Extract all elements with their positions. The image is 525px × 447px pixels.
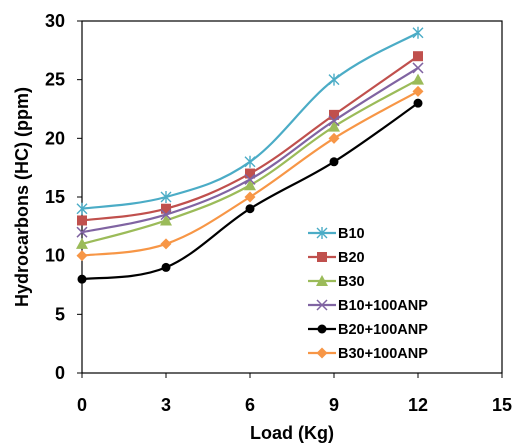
legend-marker-circle: [317, 324, 327, 334]
data-point-x: [244, 173, 256, 185]
y-tick-label: 5: [55, 304, 65, 324]
legend-label: B10+100ANP: [338, 298, 428, 314]
legend-label: B20+100ANP: [338, 322, 428, 338]
series-group: [76, 26, 424, 284]
data-point-x: [76, 226, 88, 238]
legend-label: B10: [338, 226, 365, 242]
data-point-x: [328, 115, 340, 127]
data-point-asterisk: [76, 202, 88, 215]
data-point-circle: [329, 157, 339, 167]
data-point-triangle: [244, 179, 256, 191]
legend-item: B20: [308, 250, 365, 266]
legend-marker-square: [317, 252, 327, 262]
data-point-triangle: [76, 237, 88, 249]
x-tick-label: 12: [408, 395, 428, 415]
legend-item: B30+100ANP: [308, 346, 428, 362]
axes: [77, 20, 503, 378]
y-tick-label: 30: [45, 11, 65, 31]
series-b20-100anp: [77, 98, 423, 284]
data-point-circle: [413, 98, 423, 108]
x-tick-label: 0: [77, 395, 87, 415]
series-b20: [77, 51, 423, 226]
legend-label: B30: [338, 274, 365, 290]
data-point-square: [245, 168, 255, 179]
legend-label: B20: [338, 250, 365, 266]
legend-item: B10+100ANP: [308, 298, 428, 314]
series-b30: [76, 73, 424, 249]
data-point-triangle: [412, 73, 424, 85]
y-tick-label: 20: [45, 128, 65, 148]
data-point-circle: [161, 262, 171, 272]
data-point-square: [413, 51, 423, 62]
data-point-diamond: [76, 250, 88, 262]
x-tick-label: 3: [161, 395, 171, 415]
data-point-square: [161, 203, 171, 214]
legend-marker-triangle: [316, 275, 328, 286]
legend-marker-asterisk: [316, 227, 328, 239]
data-point-asterisk: [160, 191, 172, 203]
legend-marker-diamond: [316, 347, 328, 359]
series-b10: [76, 26, 424, 215]
data-point-asterisk: [412, 26, 424, 39]
x-axis-title: Load (Kg): [250, 423, 334, 443]
y-tick-label: 10: [45, 246, 65, 266]
legend-item: B10: [308, 226, 365, 242]
data-point-circle: [245, 204, 255, 214]
data-point-square: [329, 109, 339, 120]
legend-marker-x: [316, 299, 328, 311]
plot-area-border: [81, 20, 503, 374]
tick-labels: 0 5 10 15 20 25 30 0 3 6 9 12 15: [45, 11, 512, 415]
y-tick-label: 25: [45, 70, 65, 90]
legend-label: B30+100ANP: [338, 346, 428, 362]
series-b30-100anp: [76, 85, 424, 262]
data-point-asterisk: [328, 73, 340, 86]
series-b10-100anp: [76, 62, 424, 238]
data-point-asterisk: [244, 155, 256, 168]
y-axis-title: Hydrocarbons (HC) (ppm): [12, 87, 32, 307]
x-tick-label: 6: [245, 395, 255, 415]
data-point-diamond: [328, 132, 340, 144]
series-line: [81, 102, 419, 281]
data-point-triangle: [160, 214, 172, 226]
data-point-circle: [77, 274, 87, 284]
data-point-x: [412, 62, 424, 74]
legend: B10 B20 B30 B10+100ANP B20+100ANP B30+100ANP: [308, 226, 428, 362]
data-point-square: [77, 215, 87, 226]
data-point-diamond: [160, 238, 172, 250]
data-point-diamond: [412, 85, 424, 97]
data-point-triangle: [328, 120, 340, 132]
y-tick-label: 15: [45, 187, 65, 207]
x-tick-label: 9: [329, 395, 339, 415]
legend-item: B30: [308, 274, 365, 290]
legend-item: B20+100ANP: [308, 322, 428, 338]
data-point-x: [160, 209, 172, 221]
x-tick-label: 15: [492, 395, 512, 415]
data-point-diamond: [244, 191, 256, 203]
y-tick-label: 0: [55, 363, 65, 383]
